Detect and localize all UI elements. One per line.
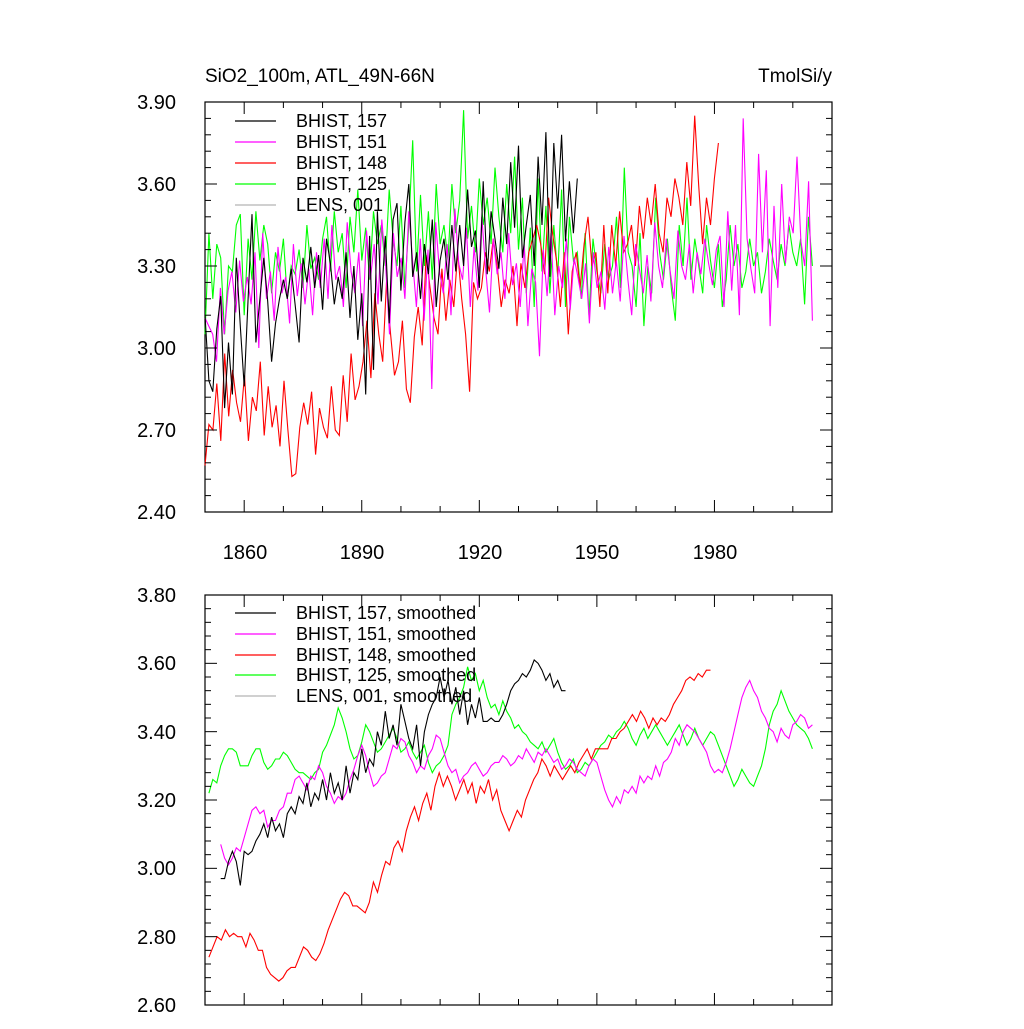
ytick-label: 3.00 [137,858,176,880]
legend-label: BHIST, 125 [296,174,387,194]
xtick-label: 1920 [458,542,503,564]
chart-1-ytick-labels: 2.40 2.70 3.00 3.30 3.60 3.90 [137,92,176,524]
legend-label: BHIST, 151 [296,132,387,152]
ytick-label: 3.20 [137,790,176,812]
series-line-bhist-125-smoothed [208,666,813,794]
series-line-bhist-148 [204,115,719,478]
series-line-bhist-151-smoothed [220,679,813,867]
ytick-label: 2.60 [137,995,176,1017]
ytick-label: 3.00 [137,338,176,360]
chart-2-legend: BHIST, 157, smoothed BHIST, 151, smoothe… [235,603,476,706]
chart-2-series-group [208,658,813,982]
ytick-label: 3.30 [137,256,176,278]
ytick-label: 3.80 [137,585,176,607]
chart-2-ytick-labels: 2.60 2.80 3.00 3.20 3.40 3.60 3.80 [137,585,176,1017]
chart-1-xtick-labels: 1860 1890 1920 1950 1980 [223,542,738,564]
ytick-label: 3.40 [137,722,176,744]
legend-label: BHIST, 148 [296,153,387,173]
series-line-bhist-157 [204,132,578,409]
legend-label: LENS, 001 [296,195,383,215]
chart-1-title: SiO2_100m, ATL_49N-66N [205,66,435,87]
chart-1-units: TmolSi/y [758,66,832,87]
series-line-bhist-157-smoothed [220,658,566,886]
xtick-label: 1980 [693,542,738,564]
xtick-label: 1890 [340,542,385,564]
ytick-label: 2.70 [137,420,176,442]
series-line-bhist-148-smoothed [208,669,711,982]
ytick-label: 2.40 [137,502,176,524]
series-line-bhist-151 [204,118,813,390]
legend-label: BHIST, 125, smoothed [296,665,476,685]
ytick-label: 3.90 [137,92,176,114]
legend-label: BHIST, 157 [296,111,387,131]
chart-1-series-group [204,110,813,478]
xtick-label: 1860 [223,542,268,564]
chart-1-legend: BHIST, 157 BHIST, 151 BHIST, 148 BHIST, … [235,111,387,215]
legend-label: BHIST, 151, smoothed [296,624,476,644]
ytick-label: 3.60 [137,174,176,196]
legend-label: BHIST, 148, smoothed [296,645,476,665]
xtick-label: 1950 [575,542,620,564]
ytick-label: 2.80 [137,927,176,949]
legend-label: LENS, 001, smoothed [296,686,472,706]
chart-1-ticks [204,101,833,513]
legend-label: BHIST, 157, smoothed [296,603,476,623]
chart-2-ticks [204,594,833,1006]
ytick-label: 3.60 [137,653,176,675]
